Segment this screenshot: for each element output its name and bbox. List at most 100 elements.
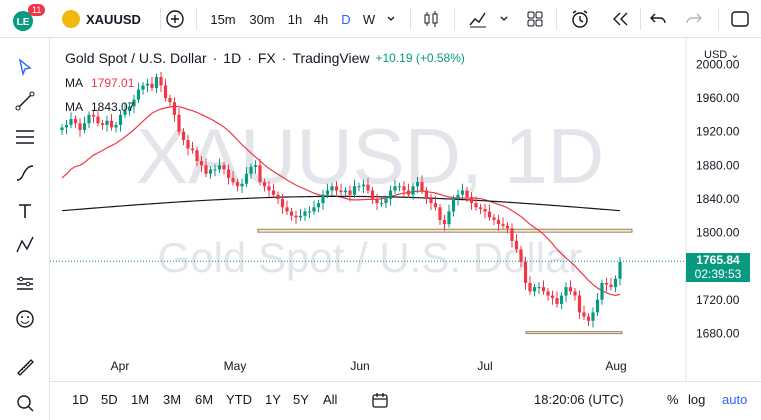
indicators-chevron-icon[interactable]	[496, 6, 512, 32]
candle-body	[159, 77, 163, 86]
currency-label: USD ⌄	[704, 49, 740, 61]
candle-body	[100, 123, 105, 125]
legend-source: TradingView	[292, 50, 370, 66]
range-ytd[interactable]: YTD	[226, 392, 252, 407]
candle-body	[474, 203, 478, 208]
interval-1h[interactable]: 1h	[287, 11, 303, 27]
candle-body	[465, 190, 469, 198]
app-logo[interactable]: LE 11	[8, 4, 46, 32]
legend-change: +10.19 (+0.58%)	[375, 51, 465, 65]
candle-body	[276, 194, 280, 199]
price-tick-label: 1680.00	[696, 326, 740, 340]
legend-exchange: FX	[257, 50, 276, 66]
candle-body	[591, 312, 595, 321]
price-tick-label: 1720.00	[696, 293, 740, 307]
range-6m[interactable]: 6M	[195, 392, 214, 407]
time-tick-label: May	[224, 359, 247, 373]
candle-body	[105, 120, 109, 125]
candle-body	[78, 123, 82, 130]
candle-body	[546, 291, 550, 296]
candle-body	[496, 219, 501, 225]
chart-pane[interactable]: XAUUSD, 1D Gold Spot / U.S. Dollar 2000.00…	[50, 38, 761, 381]
last-price-label: 1765.84	[686, 253, 750, 268]
candle-body	[168, 98, 172, 103]
range-1d[interactable]: 1D	[72, 392, 89, 407]
price-chart[interactable]: XAUUSD, 1D Gold Spot / U.S. Dollar 2000.00…	[50, 38, 761, 381]
range-5d[interactable]: 5D	[101, 392, 118, 407]
bottom-toolbar: 1D 5D 1M 3M 6M YTD 1Y 5Y All 18:20:06 (U…	[50, 381, 761, 420]
candle-body	[271, 190, 276, 195]
range-3m[interactable]: 3M	[163, 392, 182, 407]
percent-toggle[interactable]: %	[667, 392, 679, 407]
candle-body	[402, 186, 406, 191]
cursor-icon[interactable]	[12, 54, 38, 80]
candle-body	[393, 186, 397, 191]
measure-tool-icon[interactable]	[12, 270, 38, 296]
candle-body	[316, 203, 321, 208]
candle-body	[492, 217, 496, 220]
candle-body	[559, 295, 564, 304]
candle-body	[298, 215, 303, 218]
symbol-search-button[interactable]: XAUUSD	[62, 6, 152, 32]
candle-body	[343, 190, 348, 193]
indicators-icon[interactable]	[462, 6, 494, 32]
candle-body	[123, 110, 127, 115]
ruler-icon[interactable]	[12, 354, 38, 380]
candle-body	[600, 282, 604, 300]
candle-body	[528, 282, 532, 292]
interval-15m[interactable]: 15m	[210, 11, 236, 27]
candle-body	[64, 124, 69, 128]
candle-body	[235, 182, 240, 187]
interval-d[interactable]: D	[341, 11, 351, 27]
candle-body	[411, 186, 415, 195]
interval-menu-chevron-icon[interactable]	[382, 6, 400, 32]
horizontal-lines-icon[interactable]	[12, 124, 38, 150]
auto-toggle[interactable]: auto	[722, 392, 748, 407]
redo-icon[interactable]	[682, 6, 706, 32]
pattern-tool-icon[interactable]	[12, 232, 38, 258]
chart-legend: Gold Spot / U.S. Dollar · 1D · FX · Trad…	[65, 50, 465, 66]
emoji-icon[interactable]	[12, 306, 38, 332]
ma-line-red	[61, 105, 621, 296]
ma-indicator-1[interactable]: MA 1797.01	[65, 76, 134, 90]
range-1m[interactable]: 1M	[131, 392, 150, 407]
candle-body	[330, 186, 334, 191]
interval-w[interactable]: W	[362, 11, 376, 27]
candle-body	[96, 116, 100, 124]
drawing-toolbar	[0, 38, 50, 420]
replay-icon[interactable]	[606, 6, 634, 32]
alert-clock-icon[interactable]	[566, 6, 594, 32]
candle-body	[118, 114, 123, 125]
interval-4h[interactable]: 4h	[313, 11, 329, 27]
trend-line-icon[interactable]	[12, 88, 38, 114]
candle-body	[424, 190, 429, 199]
candle-body	[478, 207, 483, 209]
layout-grid-icon[interactable]	[522, 6, 548, 32]
candle-body	[555, 298, 559, 304]
range-all[interactable]: All	[323, 392, 338, 407]
ma-indicator-2[interactable]: MA 1843.07	[65, 100, 134, 114]
candles-chart-type-icon[interactable]	[418, 6, 444, 32]
compare-add-icon[interactable]	[164, 6, 186, 32]
go-to-date-icon[interactable]	[370, 390, 390, 410]
candle-body	[145, 83, 150, 86]
candle-body	[541, 287, 546, 292]
undo-icon[interactable]	[646, 6, 670, 32]
text-tool-icon[interactable]	[12, 198, 38, 224]
candle-body	[109, 120, 114, 128]
log-toggle[interactable]: log	[688, 392, 706, 407]
interval-30m[interactable]: 30m	[249, 11, 275, 27]
utc-clock[interactable]: 18:20:06 (UTC)	[534, 392, 624, 407]
price-tick-label: 2000.00	[696, 57, 740, 71]
candle-body	[195, 150, 199, 162]
top-toolbar: LE 11 XAUUSD 15m 30m 1h 4h D W	[0, 0, 761, 38]
brush-icon[interactable]	[12, 160, 38, 186]
candle-body	[141, 85, 145, 90]
zoom-in-icon[interactable]	[12, 390, 38, 416]
range-1y[interactable]: 1Y	[265, 392, 281, 407]
fullscreen-icon[interactable]	[726, 6, 754, 32]
range-5y[interactable]: 5Y	[293, 392, 309, 407]
candle-body	[231, 177, 235, 183]
ma-label: MA	[65, 76, 83, 90]
candle-body	[613, 278, 618, 288]
